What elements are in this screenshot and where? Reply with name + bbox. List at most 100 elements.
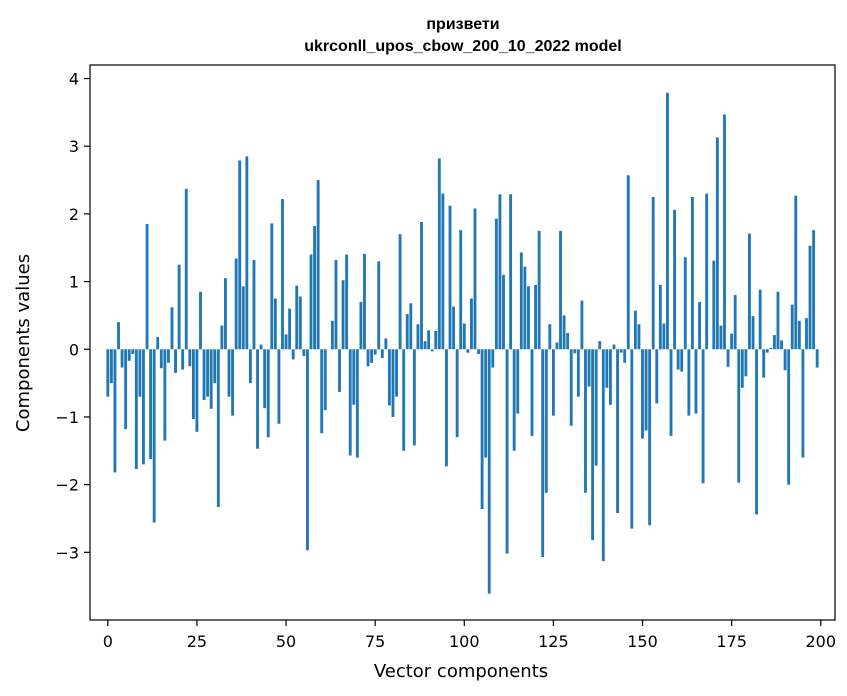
bar [772,335,776,350]
bar [530,349,534,436]
bar [801,349,805,458]
bar [776,291,780,350]
bar [391,349,395,417]
bar [227,349,231,397]
bar [641,349,644,439]
bars-group [106,92,819,594]
bar [448,205,452,350]
bar [523,266,527,350]
y-axis: −3 −2 −1 0 1 2 3 4 [55,70,90,562]
bar [680,349,684,372]
bar [498,194,502,350]
bar [591,349,595,541]
bar [730,333,734,350]
y-tick-label: −1 [55,408,79,427]
bar [658,284,662,350]
bar [313,226,316,350]
bar [705,193,709,350]
x-tick-label: 175 [716,632,747,651]
bar [259,344,263,350]
bar [316,180,320,350]
y-tick-label: −3 [55,543,79,562]
bar [480,349,484,509]
bar [416,324,420,350]
chart-title-line1: призвети [426,16,499,33]
bar [487,349,491,594]
bar [744,349,748,377]
bar [555,342,559,350]
bar [345,254,349,350]
y-axis-label: Components values [13,254,34,432]
bar [573,349,577,354]
y-tick-label: −2 [55,476,79,495]
bar [373,349,377,355]
bar [209,349,213,409]
bar [167,349,170,363]
bar [459,230,463,350]
bar [562,315,566,350]
bar [662,323,666,350]
bar [298,296,302,350]
x-tick-label: 0 [103,632,113,651]
bar [363,253,366,350]
bar [765,349,769,353]
bar [184,188,188,350]
bar [587,349,591,387]
bar [366,349,370,367]
bar [248,349,252,384]
bar [355,349,359,458]
bar [174,349,177,373]
x-tick-label: 25 [187,632,207,651]
bar [252,259,256,350]
bar [127,349,131,361]
y-tick-label: 2 [69,205,79,224]
x-axis-label: Vector components [374,661,548,682]
bar [509,194,513,350]
bar [120,349,124,368]
bar [787,349,791,485]
bar [512,349,516,451]
bar [437,158,441,350]
bar [566,333,570,350]
bar [466,349,470,353]
bar [377,261,381,350]
bar [420,222,423,350]
bar [687,349,691,416]
x-axis: 0 25 50 75 100 125 150 175 200 [103,620,836,651]
bar [623,349,627,363]
bar [156,337,160,350]
bar [338,349,341,392]
bar [455,349,459,438]
bar [291,349,295,360]
bar [633,310,637,350]
bar [284,334,288,350]
bar [142,349,145,465]
bar [748,233,751,350]
bar [569,349,573,426]
bar [302,349,306,357]
bar [423,341,427,350]
bar [719,325,723,350]
bar [149,349,153,459]
bar [434,330,438,350]
bar [216,349,220,507]
bar [220,325,224,350]
bar [270,223,274,350]
bar [812,230,816,350]
bar [715,137,719,350]
bar [544,349,548,493]
bar [726,349,730,367]
bar [106,349,110,397]
bar [231,349,235,416]
bar [698,301,701,350]
bar [388,349,391,406]
bar [359,301,363,350]
bar [494,218,498,350]
bar [794,195,798,350]
bar [109,349,113,384]
x-tick-label: 125 [538,632,569,651]
bar [469,298,473,350]
bar [402,349,406,451]
bar [537,230,541,350]
bar [655,349,659,404]
